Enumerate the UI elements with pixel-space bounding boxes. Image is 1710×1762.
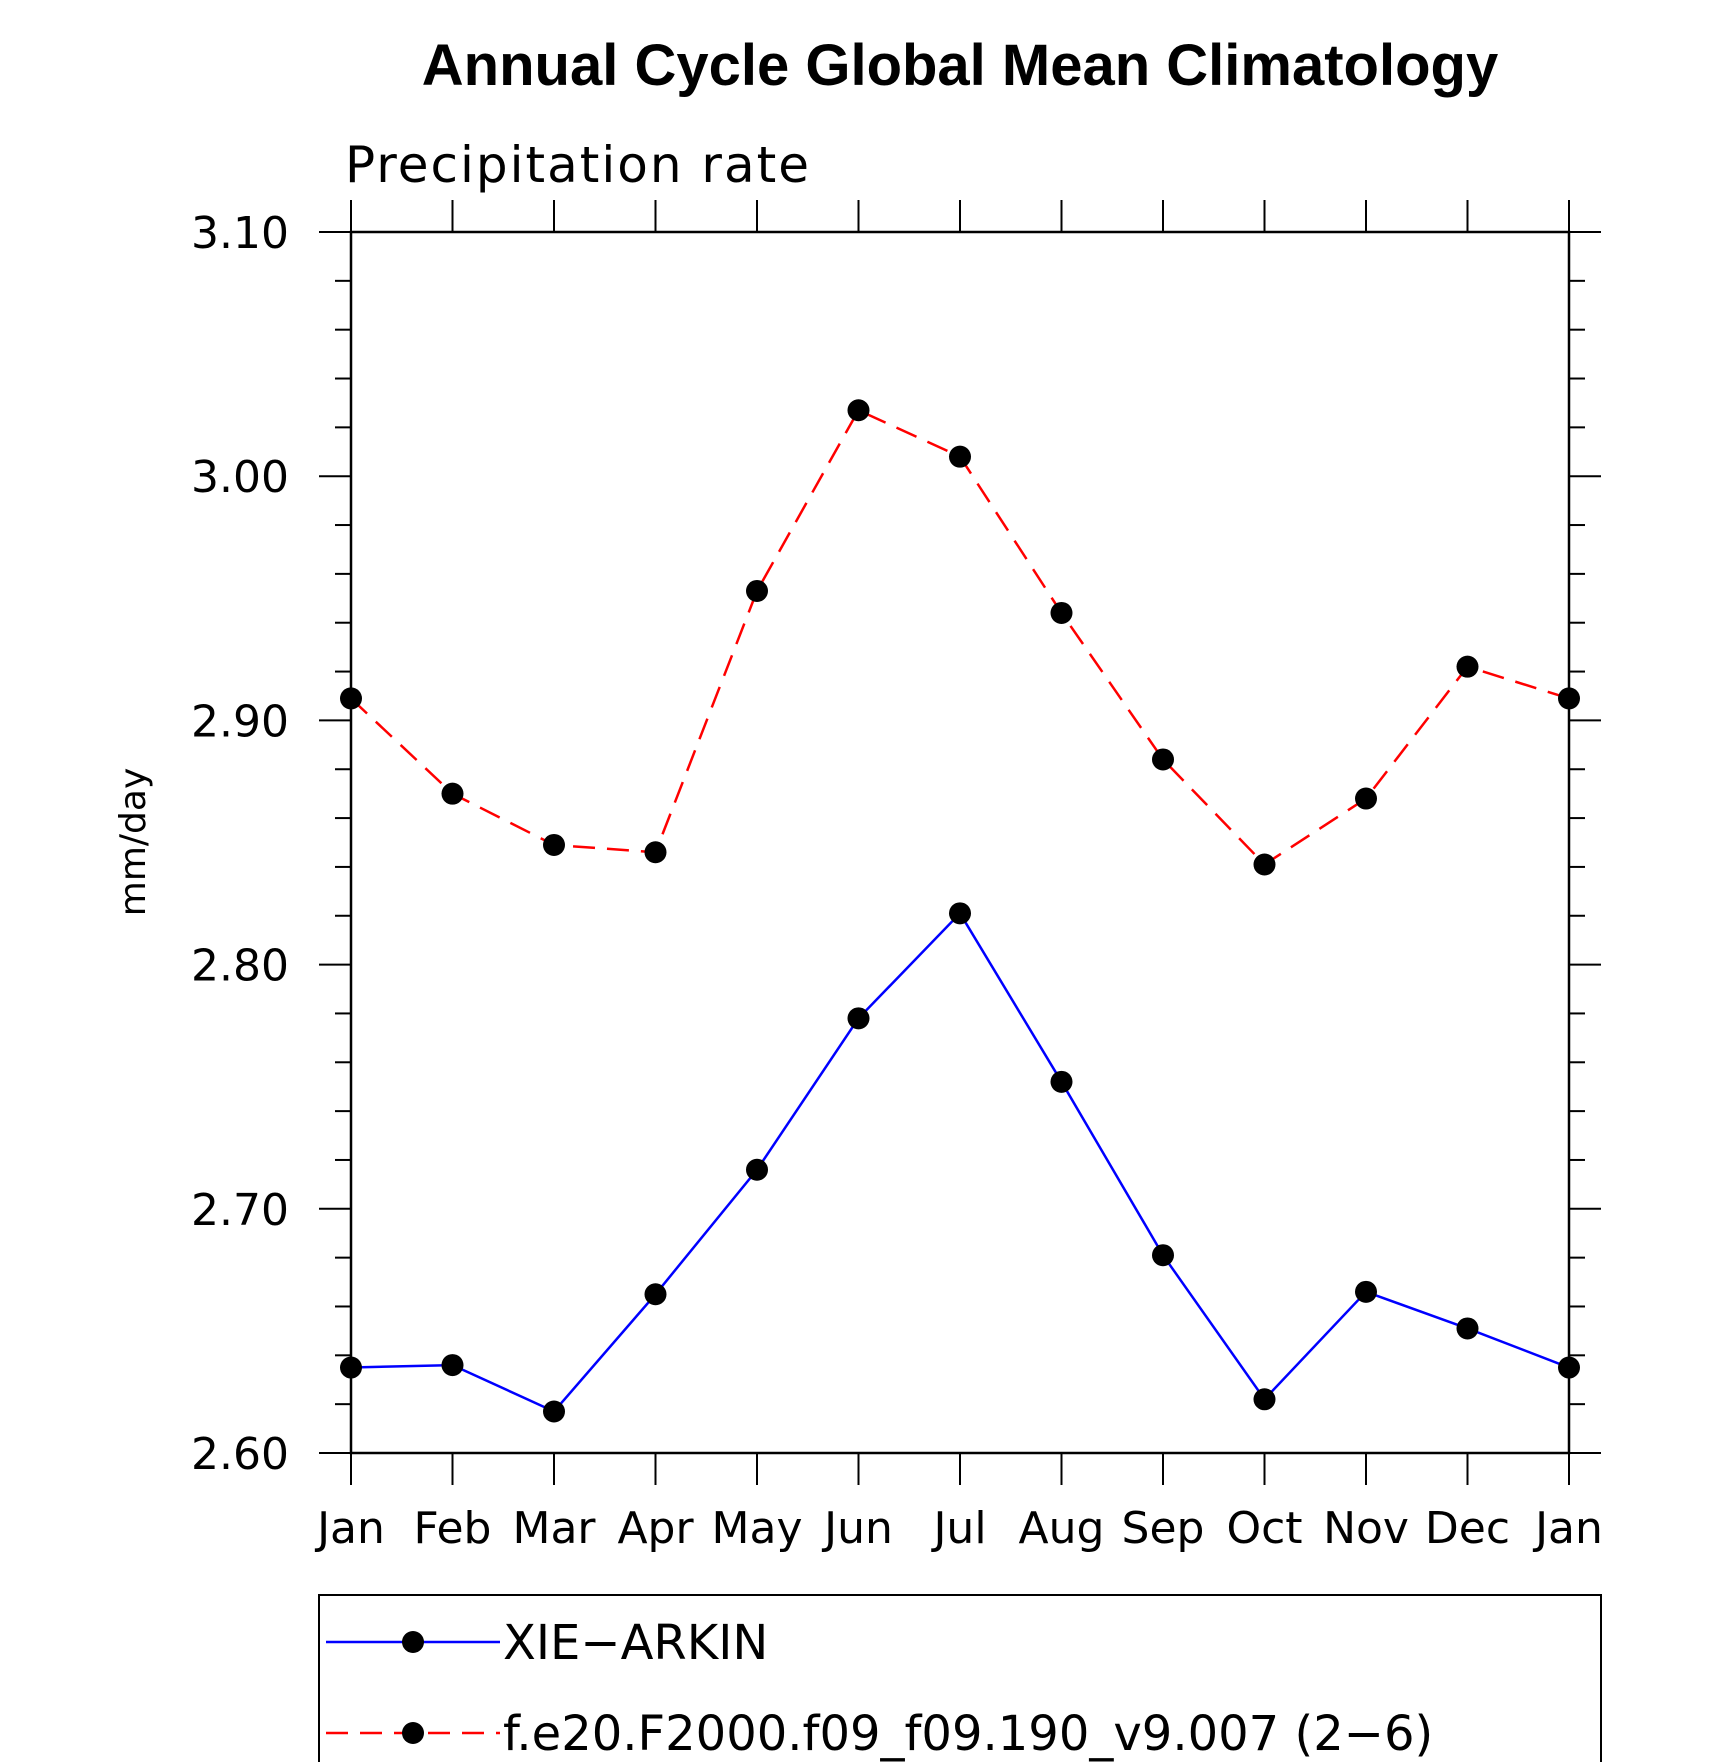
series-1-point (847, 1007, 870, 1030)
y-axis-ticks: 2.60 2.70 2.80 2.90 3.00 3.10 (191, 208, 1601, 1480)
y-axis-label: mm/day (113, 768, 154, 916)
series-2-point (543, 833, 565, 856)
series-line-2 (350, 408, 1570, 867)
legend-label-2: f.e20.F2000.f09_f09.190_v9.007 (2−6) (503, 1706, 1433, 1762)
x-tick-label: Mar (512, 1503, 596, 1554)
x-tick-label: Dec (1425, 1503, 1510, 1554)
y-tick-label: 2.90 (191, 696, 289, 747)
series-2-point (1456, 655, 1479, 678)
x-tick-label: Jan (1532, 1503, 1603, 1554)
x-tick-label: Jun (821, 1503, 893, 1554)
series-1-point (1050, 1070, 1073, 1093)
series-1-point (949, 902, 971, 925)
legend-marker-2 (402, 1722, 424, 1744)
x-axis-ticks: Jan Feb Mar Apr May Jun Jul Aug Sep Oct Nov Dec Jan (314, 200, 1603, 1554)
chart-title: Annual Cycle Global Mean Climatology (422, 33, 1498, 98)
x-tick-label: Jan (314, 1503, 385, 1554)
series-line-1 (350, 911, 1570, 1414)
x-tick-label: May (712, 1503, 803, 1554)
series-1-point (746, 1158, 768, 1181)
series-2-point (746, 579, 768, 602)
series-1-point (1152, 1244, 1174, 1267)
x-tick-label: Sep (1122, 1503, 1205, 1554)
series-1-point (1355, 1280, 1377, 1303)
y-tick-label: 2.80 (191, 941, 289, 992)
series-2-point (1558, 687, 1580, 710)
series-2-point (847, 399, 870, 422)
plot-border (349, 230, 1571, 1455)
series-1-point (340, 1356, 362, 1379)
series-2-point (949, 445, 971, 468)
x-tick-label: Oct (1226, 1503, 1302, 1554)
series-2-point (441, 782, 464, 805)
legend-label-1: XIE−ARKIN (503, 1615, 768, 1671)
series-1-point (1456, 1317, 1479, 1340)
x-tick-label: Jul (930, 1503, 986, 1554)
series-2-point (1253, 853, 1276, 876)
series-1-point (441, 1354, 464, 1377)
y-tick-label: 2.70 (191, 1185, 289, 1236)
chart-subtitle: Precipitation rate (345, 136, 811, 194)
series-2-point (1355, 787, 1377, 810)
y-tick-label: 2.60 (191, 1429, 289, 1480)
series-1-point (1558, 1356, 1580, 1379)
x-tick-label: Aug (1019, 1503, 1105, 1554)
series-1-point (1253, 1388, 1276, 1411)
plot-frame (349, 230, 1571, 1455)
legend-box (318, 1594, 1602, 1762)
series-2-point (644, 841, 667, 864)
x-tick-label: Apr (617, 1503, 694, 1554)
series-2-point (1050, 601, 1073, 624)
legend: XIE−ARKIN f.e20.F2000.f09_f09.190_v9.007 … (318, 1594, 1602, 1762)
y-tick-label: 3.00 (191, 452, 289, 503)
series-2-point (340, 687, 362, 710)
y-tick-label: 3.10 (191, 208, 289, 259)
series-1-point (543, 1400, 565, 1423)
series-2-point (1152, 748, 1174, 771)
legend-marker-1 (402, 1631, 424, 1653)
x-tick-label: Feb (414, 1503, 492, 1554)
x-tick-label: Nov (1323, 1503, 1409, 1554)
series-layer (340, 399, 1580, 1423)
series-1-point (644, 1283, 667, 1306)
